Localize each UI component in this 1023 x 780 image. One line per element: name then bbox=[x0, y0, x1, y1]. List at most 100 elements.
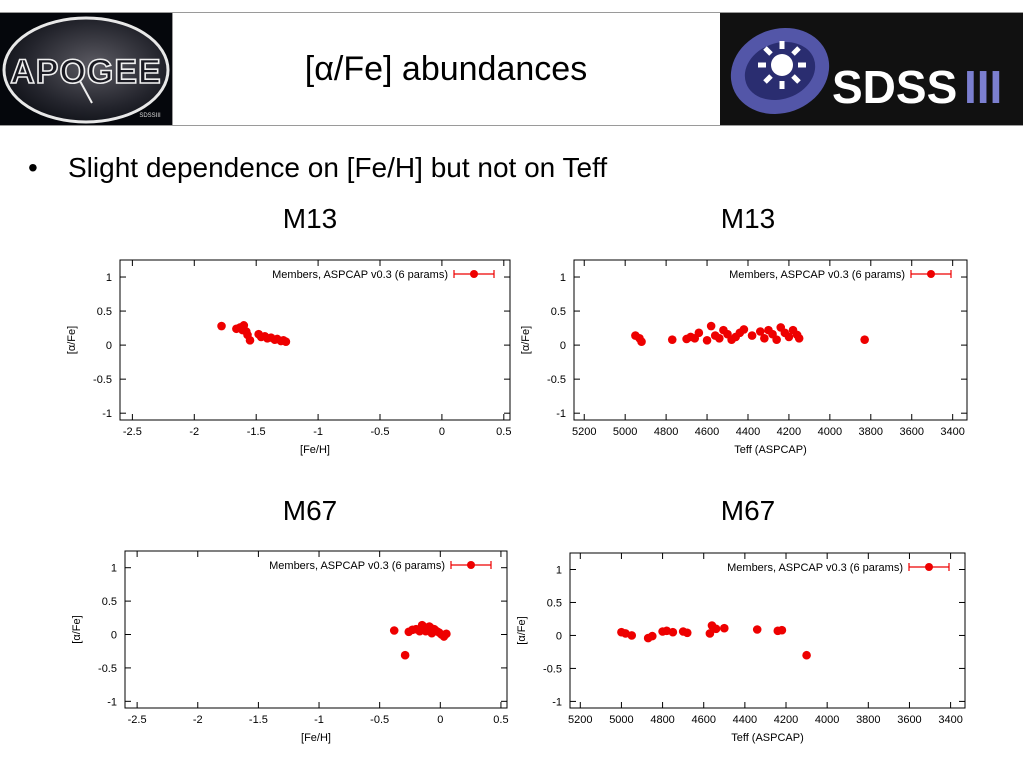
x-tick-label: -1 bbox=[313, 426, 323, 438]
y-axis-label: [α/Fe] bbox=[516, 616, 528, 644]
x-tick-label: 3400 bbox=[938, 714, 962, 726]
scatter-m67-teff: 1 0.5 0 -0.5 -1 5200 5000 4800 4600 4400 4200 4000 3… bbox=[516, 552, 966, 744]
x-tick-label: -2.5 bbox=[128, 714, 147, 726]
legend-label: Members, ASPCAP v0.3 (6 params) bbox=[727, 562, 903, 574]
legend-label: Members, ASPCAP v0.3 (6 params) bbox=[269, 560, 445, 572]
data-point bbox=[702, 336, 712, 345]
data-point bbox=[772, 335, 781, 344]
y-tick-label: 1 bbox=[111, 563, 117, 575]
data-point bbox=[667, 335, 677, 344]
bullet-item: • Slight dependence on [Fe/H] but not on… bbox=[28, 152, 607, 184]
y-tick-label: 0 bbox=[556, 630, 562, 642]
plot-frame bbox=[119, 259, 511, 421]
data-point bbox=[860, 335, 869, 344]
y-tick-label: 0 bbox=[106, 340, 112, 352]
plot-title-m13-feh: M13 bbox=[282, 203, 338, 234]
x-tick-label: 4600 bbox=[691, 714, 715, 726]
data-point bbox=[682, 628, 692, 638]
x-tick-label: 4800 bbox=[654, 426, 678, 438]
x-tick-label: 4600 bbox=[695, 426, 719, 438]
apogee-logo: APOGEE SDSSIII bbox=[0, 13, 173, 125]
data-point bbox=[760, 333, 769, 343]
y-tick-label: 0.5 bbox=[102, 596, 117, 608]
y-tick-label: 0 bbox=[560, 340, 566, 352]
legend-marker bbox=[927, 270, 935, 278]
plot-title-m67-teff: M67 bbox=[720, 495, 776, 526]
scatter-m67-feh: 1 0.5 0 -0.5 -1 -2.5 -2 -1.5 -1 -0.5 0 0.5 [Fe/H] [α/… bbox=[71, 550, 509, 744]
data-point bbox=[802, 650, 811, 660]
x-tick-label: 4000 bbox=[815, 714, 839, 726]
data-point bbox=[706, 321, 716, 331]
data-point bbox=[442, 629, 451, 639]
data-point bbox=[705, 629, 715, 638]
data-point bbox=[281, 337, 291, 347]
x-tick-label: 4400 bbox=[736, 426, 760, 438]
sdss-logo-graphic: SDSS III bbox=[730, 27, 1002, 115]
x-axis-label: [Fe/H] bbox=[300, 444, 330, 456]
plot-m67-feh: 1 0.5 0 -0.5 -1 -2.5 -2 -1.5 -1 -0.5 0 0.5 [Fe/H] [α/… bbox=[62, 543, 517, 758]
data-point bbox=[752, 625, 762, 634]
sdss-logo-text: SDSS bbox=[832, 61, 957, 113]
x-axis-label: Teff (ASPCAP) bbox=[731, 732, 804, 744]
x-axis-label: [Fe/H] bbox=[301, 732, 331, 744]
y-tick-label: 0.5 bbox=[547, 597, 562, 609]
data-point bbox=[777, 625, 787, 635]
x-tick-label: 4800 bbox=[650, 714, 674, 726]
data-point bbox=[715, 333, 724, 343]
x-tick-label: 5200 bbox=[568, 714, 592, 726]
apogee-logo-graphic: APOGEE SDSSIII bbox=[2, 16, 170, 124]
apogee-logo-text: APOGEE bbox=[10, 53, 161, 91]
x-tick-label: 0 bbox=[439, 426, 445, 438]
x-tick-label: -0.5 bbox=[370, 714, 389, 726]
x-tick-label: 4000 bbox=[818, 426, 842, 438]
data-point bbox=[637, 337, 646, 347]
data-point bbox=[694, 328, 704, 338]
x-tick-label: 5000 bbox=[609, 714, 633, 726]
plot-title-m13-teff: M13 bbox=[720, 203, 776, 234]
y-tick-label: -0.5 bbox=[98, 663, 117, 675]
sdss-logo-suffix: III bbox=[964, 61, 1002, 113]
scatter-m13-teff: 1 0.5 0 -0.5 -1 5200 5000 4800 4600 4400 4200 4000 3… bbox=[520, 259, 968, 456]
plot-m13-feh: 1 0.5 0 -0.5 -1 -2.5 -2 -1.5 -1 -0.5 0 0.5 [Fe/H] [α/… bbox=[55, 252, 515, 467]
y-tick-label: 0.5 bbox=[97, 306, 112, 318]
legend-label: Members, ASPCAP v0.3 (6 params) bbox=[272, 269, 448, 281]
bullet-text: Slight dependence on [Fe/H] but not on T… bbox=[68, 152, 608, 183]
plot-frame bbox=[124, 550, 508, 709]
y-tick-label: 0.5 bbox=[551, 306, 566, 318]
x-tick-label: 4200 bbox=[774, 714, 798, 726]
data-point bbox=[668, 627, 678, 637]
bullet-symbol: • bbox=[28, 152, 38, 183]
data-point bbox=[755, 327, 765, 336]
y-tick-label: -0.5 bbox=[543, 663, 562, 675]
x-tick-label: 3400 bbox=[940, 426, 964, 438]
plot-title-m67-feh: M67 bbox=[282, 495, 338, 526]
x-tick-label: -2.5 bbox=[123, 426, 142, 438]
y-axis-label: [α/Fe] bbox=[520, 326, 532, 354]
x-tick-label: -1.5 bbox=[249, 714, 268, 726]
data-point bbox=[794, 333, 804, 343]
y-tick-label: -1 bbox=[552, 696, 562, 708]
plot-frame bbox=[569, 552, 966, 709]
y-tick-label: -1 bbox=[556, 408, 566, 420]
data-point bbox=[217, 321, 226, 331]
data-point bbox=[784, 332, 794, 342]
data-point bbox=[627, 631, 637, 640]
legend-marker bbox=[470, 270, 478, 278]
legend-label: Members, ASPCAP v0.3 (6 params) bbox=[729, 269, 905, 281]
x-tick-label: 0 bbox=[437, 714, 443, 726]
plot-m13-teff: 1 0.5 0 -0.5 -1 5200 5000 4800 4600 4400 4200 4000 3… bbox=[512, 252, 972, 467]
y-tick-label: -1 bbox=[102, 408, 112, 420]
y-tick-label: -0.5 bbox=[547, 374, 566, 386]
slide-header: APOGEE SDSSIII [α/Fe] abundances SDSS II… bbox=[0, 12, 1023, 126]
plot-frame bbox=[573, 259, 968, 421]
x-tick-label: -0.5 bbox=[371, 426, 390, 438]
x-tick-label: 3600 bbox=[897, 714, 921, 726]
data-point bbox=[747, 331, 757, 340]
sdss-logo: SDSS III bbox=[720, 13, 1023, 125]
data-point bbox=[400, 650, 410, 660]
x-tick-label: -1.5 bbox=[247, 426, 266, 438]
data-point bbox=[647, 631, 657, 641]
scatter-m13-feh: 1 0.5 0 -0.5 -1 -2.5 -2 -1.5 -1 -0.5 0 0.5 [Fe/H] [α/… bbox=[66, 259, 511, 456]
y-axis-label: [α/Fe] bbox=[71, 615, 83, 643]
y-tick-label: 1 bbox=[560, 272, 566, 284]
